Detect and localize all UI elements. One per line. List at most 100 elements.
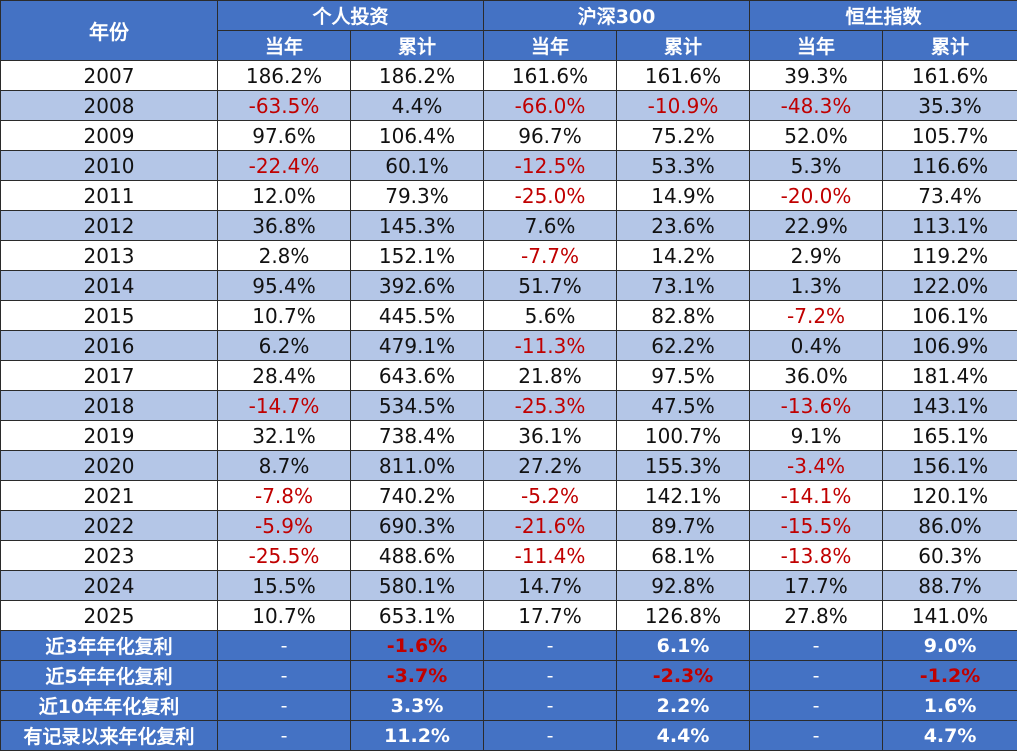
- hang-seng-annual-cell: 0.4%: [749, 330, 884, 361]
- csi300-annual-cell: 96.7%: [483, 120, 618, 151]
- personal-cumulative-cell: 392.6%: [349, 270, 485, 301]
- csi300-cumulative-cell: 73.1%: [616, 270, 751, 301]
- hang-seng-cumulative-cell: 88.7%: [882, 570, 1017, 601]
- personal-annual-cell: 12.0%: [217, 180, 351, 211]
- hang-seng-cumulative-cell: 113.1%: [882, 210, 1017, 241]
- summary-row: 有记录以来年化复利 -11.2% -4.4% -4.7%: [0, 720, 1017, 751]
- csi300-cumulative-cell: 89.7%: [616, 510, 751, 541]
- hang-seng-cagr-value: -1.2%: [882, 660, 1017, 691]
- year-cell: 2011: [0, 180, 218, 211]
- hang-seng-annual-cell: -: [749, 660, 884, 691]
- hang-seng-annual-cell: -13.6%: [749, 390, 884, 421]
- hang-seng-annual-cell: -48.3%: [749, 90, 884, 121]
- personal-cumulative-cell: 445.5%: [349, 300, 485, 331]
- csi300-annual-cell: -11.4%: [483, 540, 618, 571]
- personal-cagr-value: -3.7%: [349, 660, 485, 691]
- year-column-header: 年份: [0, 0, 218, 61]
- personal-cumulative-cell: 152.1%: [349, 240, 485, 271]
- personal-cumulative-cell: 740.2%: [349, 480, 485, 511]
- year-cell: 2018: [0, 390, 218, 421]
- group-header-personal: 个人投资: [216, 0, 485, 31]
- csi300-annual-cell: -5.2%: [483, 480, 618, 511]
- table-row: 2022 -5.9% 690.3% -21.6% 89.7% -15.5% 86.0%: [0, 510, 1017, 541]
- hang-seng-cumulative-cell: 35.3%: [882, 90, 1017, 121]
- personal-annual-cell: 10.7%: [217, 300, 351, 331]
- year-cell: 2022: [0, 510, 218, 541]
- hang-seng-cumulative-cell: 116.6%: [882, 150, 1017, 181]
- summary-row: 近3年年化复利 - -1.6% -6.1% -9.0%: [0, 630, 1017, 661]
- csi300-cumulative-cell: 62.2%: [616, 330, 751, 361]
- year-cell: 2013: [0, 240, 218, 271]
- csi300-cumulative-cell: 100.7%: [616, 420, 751, 451]
- csi300-cumulative-cell: 161.6%: [616, 60, 751, 91]
- group-header-csi300: 沪深300: [483, 0, 751, 31]
- csi300-cumulative-cell: 14.9%: [616, 180, 751, 211]
- group-header-hang-seng: 恒生指数: [749, 0, 1017, 31]
- summary-label: 近10年年化复利: [0, 690, 218, 721]
- hang-seng-annual-cell: 27.8%: [749, 600, 884, 631]
- personal-cumulative-cell: 580.1%: [349, 570, 485, 601]
- hang-seng-annual-cell: -3.4%: [749, 450, 884, 481]
- hang-seng-annual-cell: -14.1%: [749, 480, 884, 511]
- hang-seng-cagr-value: 4.7%: [882, 720, 1017, 751]
- personal-annual-cell: -: [217, 630, 351, 661]
- table-row: 2010 -22.4% 60.1% -12.5% 53.3% 5.3% 116.6%: [0, 150, 1017, 181]
- table-row: 2020 8.7% 811.0% 27.2% 155.3% -3.4% 156.1%: [0, 450, 1017, 481]
- csi300-cagr-value: 2.2%: [616, 690, 751, 721]
- hang-seng-cumulative-cell: 161.6%: [882, 60, 1017, 91]
- csi300-cumulative-cell: 53.3%: [616, 150, 751, 181]
- year-cell: 2008: [0, 90, 218, 121]
- personal-cumulative-cell: 653.1%: [349, 600, 485, 631]
- year-cell: 2020: [0, 450, 218, 481]
- csi300-cumulative-cell: 68.1%: [616, 540, 751, 571]
- csi300-annual-cell: 17.7%: [483, 600, 618, 631]
- hang-seng-annual-cell: -15.5%: [749, 510, 884, 541]
- table-row: 2012 36.8% 145.3% 7.6% 23.6% 22.9% 113.1%: [0, 210, 1017, 241]
- hang-seng-annual-cell: 52.0%: [749, 120, 884, 151]
- table-row: 2011 12.0% 79.3% -25.0% 14.9% -20.0% 73.4%: [0, 180, 1017, 211]
- summary-section: 近3年年化复利 - -1.6% -6.1% -9.0% 近5年年化复利 - -3.7% - -2.…: [0, 630, 1017, 751]
- csi300-cumulative-cell: 75.2%: [616, 120, 751, 151]
- personal-annual-cell: 28.4%: [217, 360, 351, 391]
- table-row: 2007 186.2% 186.2% 161.6% 161.6% 39.3% 161.6%: [0, 60, 1017, 91]
- personal-cumulative-cell: 738.4%: [349, 420, 485, 451]
- year-cell: 2014: [0, 270, 218, 301]
- csi300-annual-cell: -: [483, 630, 618, 661]
- summary-row: 近5年年化复利 - -3.7% - -2.3% - -1.2%: [0, 660, 1017, 691]
- year-cell: 2010: [0, 150, 218, 181]
- csi300-cagr-value: -2.3%: [616, 660, 751, 691]
- personal-cumulative-cell: 79.3%: [349, 180, 485, 211]
- year-cell: 2024: [0, 570, 218, 601]
- year-cell: 2019: [0, 420, 218, 451]
- table-row: 2021 -7.8% 740.2% -5.2% 142.1% -14.1% 120.1%: [0, 480, 1017, 511]
- csi300-annual-cell: -11.3%: [483, 330, 618, 361]
- summary-label: 近3年年化复利: [0, 630, 218, 661]
- table-row: 2016 6.2% 479.1% -11.3% 62.2% 0.4% 106.9%: [0, 330, 1017, 361]
- personal-cumulative-cell: 690.3%: [349, 510, 485, 541]
- table-row: 2018 -14.7% 534.5% -25.3% 47.5% -13.6% 143.1%: [0, 390, 1017, 421]
- personal-annual-cell: 36.8%: [217, 210, 351, 241]
- personal-cumulative-cell: 811.0%: [349, 450, 485, 481]
- personal-annual-cell: 97.6%: [217, 120, 351, 151]
- hang-seng-cumulative-cell: 106.1%: [882, 300, 1017, 331]
- sub-header-cumulative: 累计: [616, 30, 751, 61]
- hang-seng-cumulative-cell: 122.0%: [882, 270, 1017, 301]
- table-row: 2017 28.4% 643.6% 21.8% 97.5% 36.0% 181.4%: [0, 360, 1017, 391]
- csi300-annual-cell: 161.6%: [483, 60, 618, 91]
- personal-cumulative-cell: 106.4%: [349, 120, 485, 151]
- personal-cumulative-cell: 488.6%: [349, 540, 485, 571]
- sub-header-cumulative: 累计: [882, 30, 1017, 61]
- personal-cumulative-cell: 4.4%: [349, 90, 485, 121]
- table-row: 2015 10.7% 445.5% 5.6% 82.8% -7.2% 106.1%: [0, 300, 1017, 331]
- personal-annual-cell: 32.1%: [217, 420, 351, 451]
- csi300-annual-cell: 51.7%: [483, 270, 618, 301]
- table-row: 2014 95.4% 392.6% 51.7% 73.1% 1.3% 122.0%: [0, 270, 1017, 301]
- year-cell: 2021: [0, 480, 218, 511]
- hang-seng-cagr-value: 1.6%: [882, 690, 1017, 721]
- personal-cumulative-cell: 479.1%: [349, 330, 485, 361]
- hang-seng-annual-cell: 9.1%: [749, 420, 884, 451]
- hang-seng-cumulative-cell: 120.1%: [882, 480, 1017, 511]
- hang-seng-cumulative-cell: 165.1%: [882, 420, 1017, 451]
- csi300-annual-cell: 36.1%: [483, 420, 618, 451]
- csi300-cagr-value: 4.4%: [616, 720, 751, 751]
